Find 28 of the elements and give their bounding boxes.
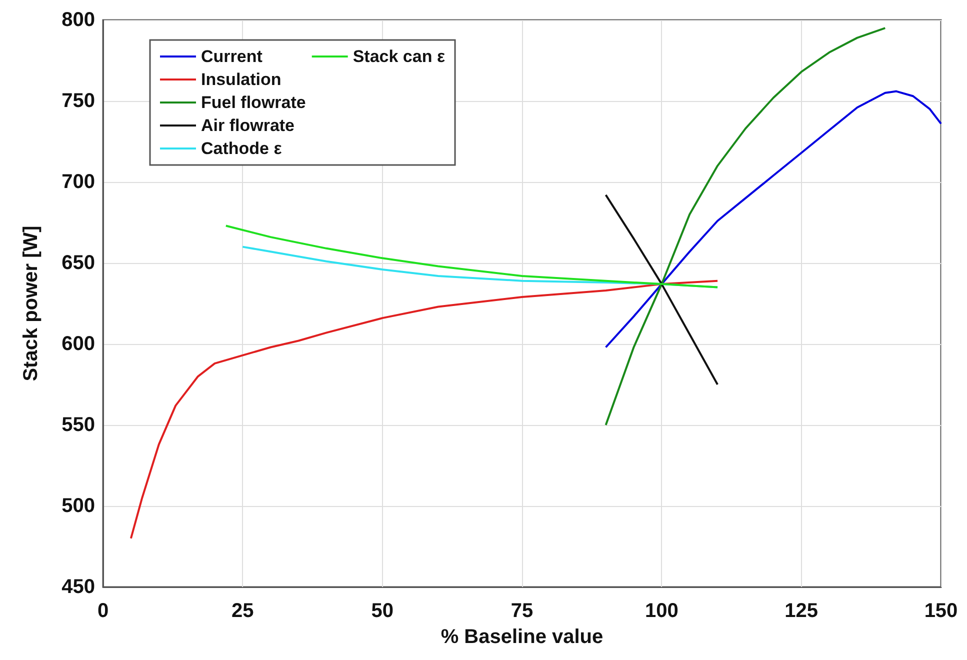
x-tick-label: 75 — [510, 600, 534, 622]
x-tick-label: 25 — [232, 600, 254, 622]
y-tick-label: 500 — [62, 495, 95, 517]
x-tick-label: 125 — [784, 600, 818, 622]
legend-label: Air flowrate — [201, 116, 295, 135]
legend-label: Insulation — [201, 70, 282, 89]
y-tick-label: 450 — [62, 576, 95, 598]
line-series — [604, 90, 942, 348]
y-tick-label: 550 — [62, 414, 95, 436]
x-tick-label: 50 — [371, 600, 394, 622]
line-series — [604, 194, 719, 386]
x-tick-label: 150 — [924, 600, 958, 622]
legend-label: Cathode ε — [201, 139, 282, 158]
legend-label: Fuel flowrate — [201, 93, 306, 112]
legend-label: Current — [201, 47, 263, 66]
x-tick-label: 0 — [97, 600, 109, 622]
y-tick-label: 700 — [62, 171, 95, 193]
y-tick-label: 600 — [62, 333, 95, 355]
y-tick-label: 750 — [62, 90, 95, 112]
y-tick-label: 800 — [62, 9, 95, 31]
y-axis-title: Stack power [W] — [20, 226, 42, 382]
y-tick-label: 650 — [62, 252, 95, 274]
line-series — [604, 27, 886, 426]
x-axis-title: % Baseline value — [440, 626, 604, 648]
legend-label: Stack can ε — [352, 47, 446, 66]
line-series — [130, 280, 719, 540]
x-tick-label: 100 — [644, 600, 678, 622]
line-series — [224, 224, 719, 288]
